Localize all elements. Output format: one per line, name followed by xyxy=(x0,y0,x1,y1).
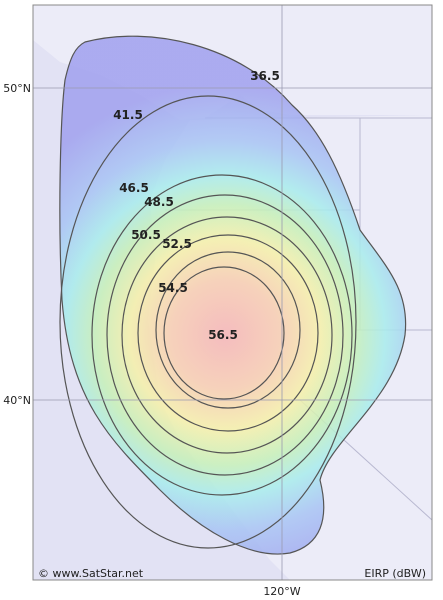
contour-label: 52.5 xyxy=(162,237,192,251)
contour-label: 50.5 xyxy=(131,228,161,242)
map-border xyxy=(32,4,433,581)
contours xyxy=(59,95,357,549)
unit-label: EIRP (dBW) xyxy=(364,567,426,580)
contour-label: 56.5 xyxy=(208,328,238,342)
contour-label: 46.5 xyxy=(119,181,149,195)
contour-label: 54.5 xyxy=(158,281,188,295)
contour-label: 41.5 xyxy=(113,108,143,122)
contour-label: 48.5 xyxy=(144,195,174,209)
graticule xyxy=(33,5,432,580)
contour-label: 36.5 xyxy=(250,69,280,83)
footprint xyxy=(59,35,407,555)
lat-label: 50°N xyxy=(3,82,31,95)
credit: © www.SatStar.net xyxy=(38,567,144,580)
lat-label: 40°N xyxy=(3,394,31,407)
lon-label: 120°W xyxy=(263,585,300,598)
